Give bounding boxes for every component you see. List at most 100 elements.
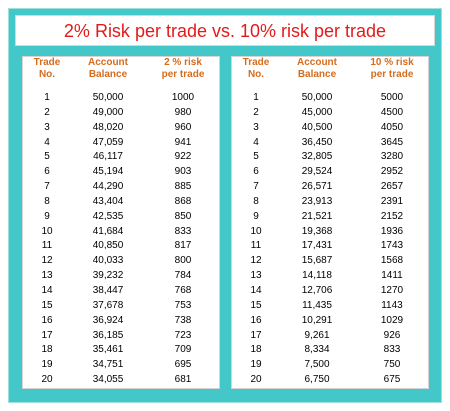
risk-cell: 922 [174,151,192,163]
right-header-balance-line1: Account [297,57,337,68]
left-header-balance-line2: Balance [88,69,128,80]
risk-cell: 738 [174,314,192,326]
balance-cell: 40,850 [92,240,124,252]
right-header-row: Trade No. Account Balance 10 % risk per … [232,57,430,91]
trade-cell: 1 [253,92,259,103]
balance-cell: 38,447 [92,284,124,296]
trade-cell: 2 [44,106,50,118]
balance-cell: 34,055 [92,374,124,386]
balance-cell: 35,461 [92,344,124,356]
trade-cell: 10 [41,225,53,237]
page-title: 2% Risk per trade vs. 10% risk per trade [63,20,387,41]
trade-cell: 6 [253,166,259,178]
risk-cell: 709 [174,344,192,356]
right-header-trade-line1: Trade [242,57,270,68]
trade-cell: 8 [44,195,50,207]
risk-cell: 1568 [380,255,404,267]
risk-cell: 695 [174,359,192,371]
trade-cell: 12 [250,255,262,267]
table-row: 13 39,232 784 [23,269,221,284]
risk-cell: 750 [383,359,401,371]
table-row: 12 15,687 1568 [232,254,430,269]
table-row: 10 41,684 833 [23,225,221,240]
left-header-balance-line1: Account [88,57,128,68]
trade-cell: 20 [41,374,53,386]
balance-cell: 46,117 [93,151,123,163]
left-header-trade: Trade No. [23,57,71,91]
trade-cell: 8 [253,195,259,207]
balance-cell: 41,684 [92,225,124,237]
risk-cell: 675 [383,374,401,386]
trade-cell: 12 [41,255,53,267]
balance-cell: 11,435 [302,299,332,311]
balance-cell: 23,913 [301,195,333,207]
table-row: 1 50,000 1000 [23,91,221,106]
balance-cell: 43,404 [92,195,124,207]
balance-cell: 14,118 [302,270,332,282]
left-table-header: Trade No. Account Balance 2 % risk per t… [23,57,221,91]
right-header-risk: 10 % risk per trade [354,57,430,91]
right-table-header: Trade No. Account Balance 10 % risk per … [232,57,430,91]
table-row: 4 47,059 941 [23,136,221,151]
trade-cell: 7 [44,181,50,193]
table-row: 9 42,535 850 [23,210,221,225]
table-row: 8 43,404 868 [23,195,221,210]
risk-cell: 1743 [380,240,404,252]
table-row: 17 9,261 926 [232,329,430,344]
table-row: 3 48,020 960 [23,121,221,136]
table-row: 16 10,291 1029 [232,314,430,329]
table-row: 2 45,000 4500 [232,106,430,121]
trade-cell: 2 [253,106,259,118]
trade-cell: 11 [250,240,262,252]
trade-cell: 17 [41,329,53,341]
table-row: 3 40,500 4050 [232,121,430,136]
balance-cell: 19,368 [301,225,333,237]
balance-cell: 39,232 [92,270,124,282]
trade-cell: 17 [250,329,262,341]
risk-cell: 1143 [381,299,403,311]
risk-cell: 4500 [380,106,404,118]
trade-cell: 15 [41,299,53,311]
trade-cell: 11 [41,240,53,252]
table-row: 12 40,033 800 [23,254,221,269]
table-row: 13 14,118 1411 [232,269,430,284]
risk-cell: 753 [174,299,192,311]
risk-cell: 784 [174,270,192,282]
risk-cell: 1270 [380,284,404,296]
risk-cell: 2952 [380,166,404,178]
table-row: 10 19,368 1936 [232,225,430,240]
table-row: 14 38,447 768 [23,284,221,299]
title-box: 2% Risk per trade vs. 10% risk per trade [15,15,435,46]
trade-cell: 3 [253,121,259,133]
balance-cell: 21,521 [301,210,333,222]
left-header-risk: 2 % risk per trade [145,57,221,91]
trade-cell: 16 [41,314,53,326]
trade-cell: 16 [250,314,262,326]
balance-cell: 12,706 [301,284,333,296]
table-row: 18 35,461 709 [23,343,221,358]
balance-cell: 36,185 [92,329,124,341]
trade-cell: 5 [253,151,259,163]
balance-cell: 10,291 [301,314,333,326]
table-row: 5 32,805 3280 [232,150,430,165]
table-row: 8 23,913 2391 [232,195,430,210]
risk-cell: 2152 [380,210,404,222]
trade-cell: 6 [44,166,50,178]
right-risk-table: Trade No. Account Balance 10 % risk per … [232,57,430,388]
trade-cell: 20 [250,374,262,386]
balance-cell: 7,500 [304,359,330,371]
right-header-balance: Account Balance [280,57,354,91]
left-header-risk-line2: per trade [161,69,205,80]
balance-cell: 40,500 [301,121,333,133]
right-header-risk-line1: 10 % risk [370,57,414,68]
trade-cell: 13 [41,270,53,282]
table-row: 15 11,435 1143 [232,299,430,314]
table-row: 14 12,706 1270 [232,284,430,299]
balance-cell: 40,033 [92,255,124,267]
balance-cell: 29,524 [301,166,333,178]
table-row: 4 36,450 3645 [232,136,430,151]
balance-cell: 37,678 [92,299,124,311]
balance-cell: 32,805 [301,151,333,163]
balance-cell: 44,290 [92,181,124,193]
risk-cell: 1936 [380,225,404,237]
